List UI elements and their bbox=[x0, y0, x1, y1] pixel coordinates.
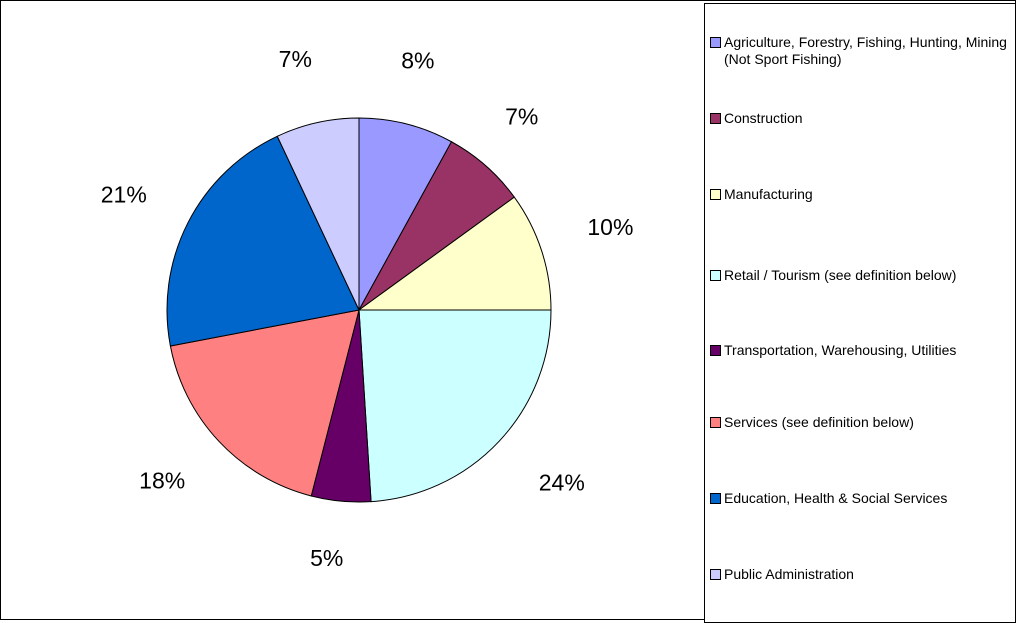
legend-swatch-2 bbox=[710, 113, 721, 124]
data-label-5: 5% bbox=[310, 545, 343, 571]
legend: Agriculture, Forestry, Fishing, Hunting,… bbox=[704, 3, 1016, 623]
legend-swatch-6 bbox=[710, 417, 721, 428]
data-label-2: 7% bbox=[505, 103, 538, 129]
legend-item-6: Services (see definition below) bbox=[710, 414, 1017, 431]
data-label-4: 24% bbox=[539, 469, 585, 495]
legend-label-7: Education, Health & Social Services bbox=[724, 490, 948, 506]
legend-swatch-5 bbox=[710, 345, 721, 356]
data-label-7: 21% bbox=[101, 181, 147, 207]
legend-item-5: Transportation, Warehousing, Utilities bbox=[710, 342, 1017, 359]
pie-slice-4 bbox=[358, 309, 552, 503]
legend-label-8: Public Administration bbox=[724, 566, 854, 582]
legend-label-4: Retail / Tourism (see definition below) bbox=[724, 267, 957, 283]
legend-item-3: Manufacturing bbox=[710, 186, 1017, 203]
legend-item-8: Public Administration bbox=[710, 566, 1017, 583]
data-label-3: 10% bbox=[587, 214, 633, 240]
legend-swatch-7 bbox=[710, 493, 721, 504]
legend-item-1: Agriculture, Forestry, Fishing, Hunting,… bbox=[710, 34, 1017, 68]
legend-swatch-8 bbox=[710, 569, 721, 580]
legend-item-4: Retail / Tourism (see definition below) bbox=[710, 267, 1017, 284]
pie-slice-8 bbox=[276, 117, 360, 311]
legend-label-2: Construction bbox=[724, 110, 803, 126]
pie-slice-1 bbox=[358, 117, 453, 311]
pie-slice-7 bbox=[166, 135, 360, 347]
pie-slice-3 bbox=[357, 196, 552, 311]
legend-swatch-4 bbox=[710, 270, 721, 281]
legend-label-5: Transportation, Warehousing, Utilities bbox=[724, 342, 957, 358]
legend-swatch-1 bbox=[710, 37, 721, 48]
pie-chart: 8% 7% 10% 24% 5% 18% 21% 7% bbox=[101, 46, 634, 571]
legend-label-3: Manufacturing bbox=[724, 186, 813, 202]
legend-swatch-3 bbox=[710, 189, 721, 200]
legend-label-6: Services (see definition below) bbox=[724, 414, 914, 430]
legend-item-7: Education, Health & Social Services bbox=[710, 490, 1017, 507]
legend-item-2: Construction bbox=[710, 110, 1017, 127]
pie-slice-6 bbox=[169, 309, 360, 497]
data-label-8: 7% bbox=[279, 46, 312, 72]
data-label-1: 8% bbox=[401, 47, 434, 73]
legend-label-1: Agriculture, Forestry, Fishing, Hunting,… bbox=[724, 34, 1007, 67]
data-label-6: 18% bbox=[139, 467, 185, 493]
